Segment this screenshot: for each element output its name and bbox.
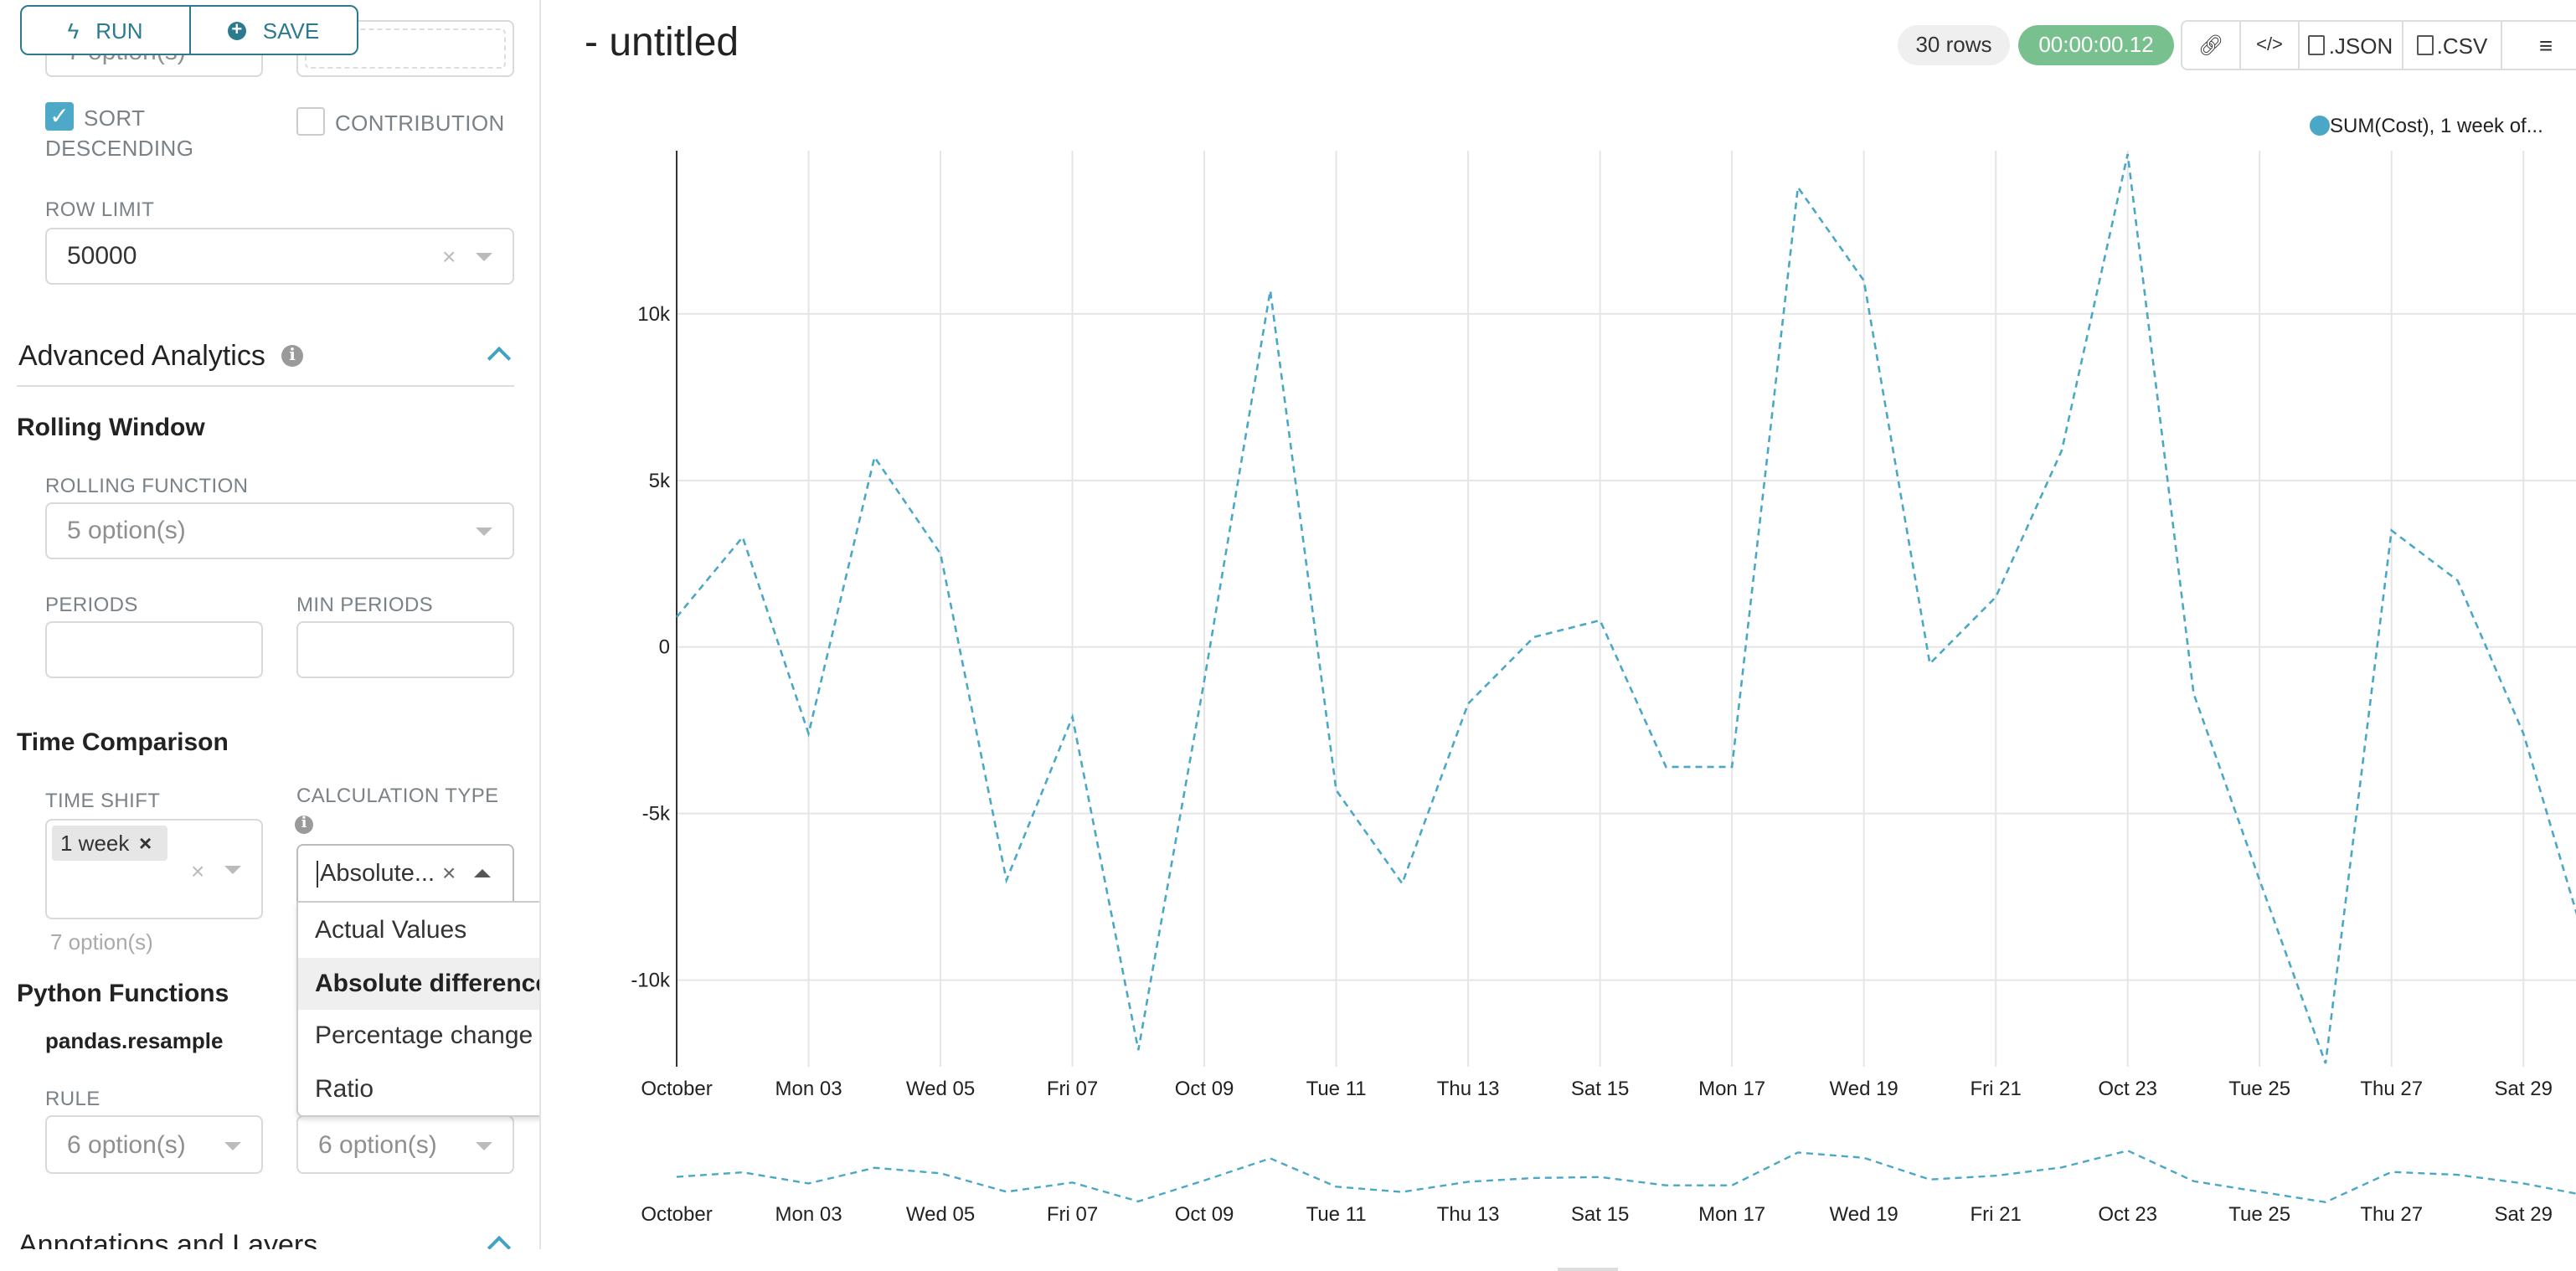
x-tick-label: Wed 19	[1830, 1078, 1899, 1100]
mini-x-tick-label: Mon 03	[775, 1203, 842, 1226]
x-tick-label: Wed 05	[906, 1078, 975, 1100]
x-tick-label: Fri 21	[1970, 1078, 2021, 1100]
y-tick-label: 5k	[649, 470, 671, 492]
mini-x-tick-label: Fri 07	[1047, 1203, 1098, 1226]
mini-x-tick-label: Sat 29	[2495, 1203, 2553, 1226]
y-tick-label: 10k	[637, 303, 671, 326]
x-tick-label: Thu 27	[2360, 1078, 2423, 1100]
x-tick-label: Thu 13	[1437, 1078, 1500, 1100]
x-tick-label: Fri 07	[1047, 1078, 1098, 1100]
y-tick-label: 0	[659, 636, 670, 659]
mini-x-tick-label: Fri 21	[1970, 1203, 2021, 1226]
x-tick-label: Sat 15	[1571, 1078, 1629, 1100]
series-line	[677, 154, 2576, 1063]
mini-x-tick-label: Tue 25	[2228, 1203, 2290, 1226]
y-tick-label: -5k	[642, 803, 671, 826]
mini-x-tick-label: Sat 15	[1571, 1203, 1629, 1226]
mini-x-tick-label: Oct 09	[1175, 1203, 1234, 1226]
x-tick-label: Mon 03	[775, 1078, 842, 1100]
mini-x-tick-label: Thu 13	[1437, 1203, 1500, 1226]
x-tick-label: Sat 29	[2495, 1078, 2553, 1100]
mini-x-tick-label: Thu 27	[2360, 1203, 2423, 1226]
x-tick-label: Tue 11	[1306, 1078, 1367, 1100]
mini-x-tick-label: Wed 19	[1830, 1203, 1899, 1226]
x-tick-label: October	[641, 1078, 712, 1100]
range-brush[interactable]	[677, 1147, 2576, 1206]
mini-x-tick-label: October	[641, 1203, 712, 1226]
x-tick-label: Oct 09	[1175, 1078, 1234, 1100]
x-tick-label: Oct 23	[2098, 1078, 2157, 1100]
mini-x-tick-label: Oct 23	[2098, 1203, 2157, 1226]
mini-x-tick-label: Wed 05	[906, 1203, 975, 1226]
x-tick-label: Tue 25	[2228, 1078, 2290, 1100]
scrollbar[interactable]	[1558, 1268, 1618, 1271]
mini-x-tick-label: Mon 17	[1698, 1203, 1765, 1226]
y-tick-label: -10k	[631, 970, 671, 992]
mini-x-tick-label: Tue 11	[1306, 1203, 1367, 1226]
x-tick-label: Mon 17	[1698, 1078, 1765, 1100]
